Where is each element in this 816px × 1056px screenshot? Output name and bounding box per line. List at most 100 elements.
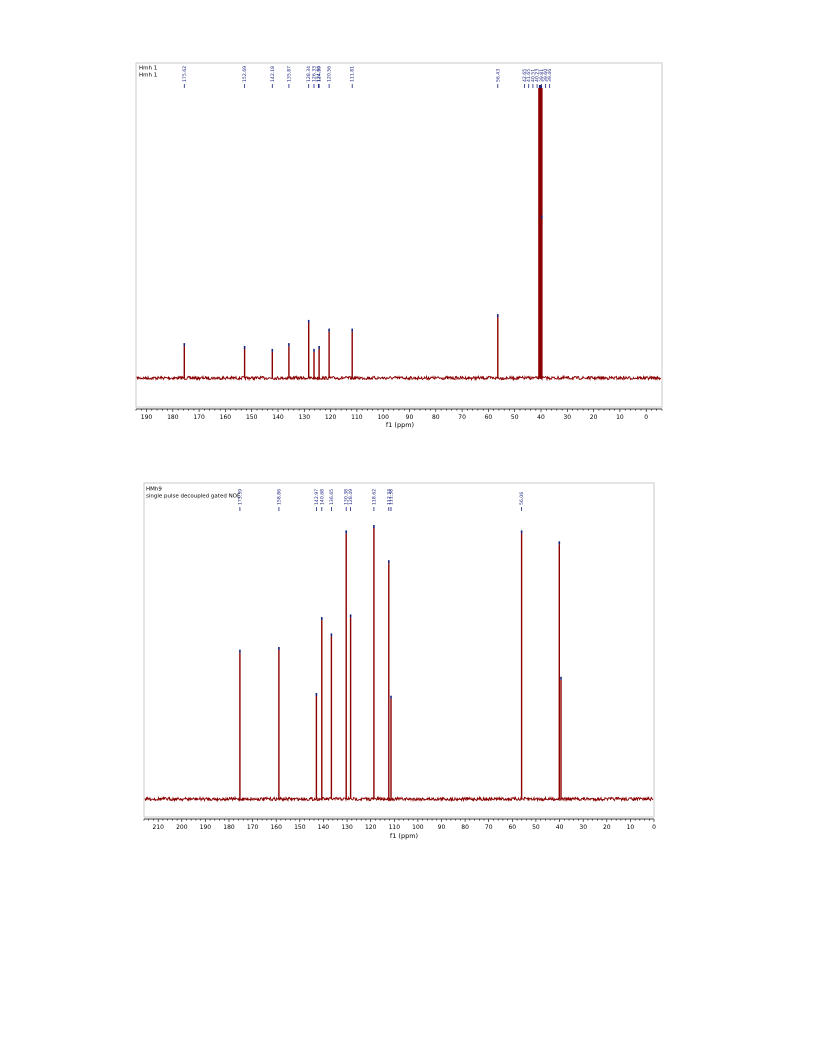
x-tick-label: 100 [412, 824, 424, 831]
peak-label: 152.69 [242, 66, 248, 82]
x-tick-label: 180 [167, 414, 179, 421]
peak-label: 175.62 [182, 66, 188, 82]
peak-label: 40.23 [535, 69, 541, 82]
peak-marker [307, 319, 310, 323]
peak-marker [239, 649, 241, 653]
peak-label: 111.38 [389, 489, 395, 505]
peak-marker [330, 633, 333, 637]
nmr-spectrum-1: Hmh 1 Hmh 1 175.62 152.69 142.18 135.87 128.… [135, 62, 663, 429]
baseline-noise [136, 374, 662, 382]
x-tick-label: 150 [246, 414, 258, 421]
x-tick-label: 110 [389, 824, 401, 831]
peak-label: 142.18 [270, 66, 276, 82]
x-tick-label: 30 [563, 414, 571, 421]
peak-marker [183, 343, 186, 347]
peak-label: 118.62 [371, 489, 377, 505]
peak-labels: 175.39 158.86 142.97 140.68 136.65 130.38 128.… [237, 489, 525, 511]
peak-marker [243, 346, 246, 349]
x-tick-label: 170 [247, 824, 259, 831]
x-tick-label: 50 [511, 414, 519, 421]
x-tick-label: 130 [299, 414, 311, 421]
peak-label: 140.68 [319, 489, 325, 505]
x-tick-label: 140 [318, 824, 330, 831]
x-tick-label: 0 [652, 824, 656, 831]
peak-label: 128.34 [306, 66, 312, 82]
spectrum-title: HMh9 [146, 487, 162, 493]
peak-label: 120.56 [327, 66, 333, 82]
peak-label: 111.81 [350, 66, 356, 82]
x-tick-label: 140 [272, 414, 284, 421]
x-tick-label: 40 [537, 414, 545, 421]
peak-label: 40.51 [530, 69, 536, 82]
spectrum-trace [136, 85, 662, 382]
x-tick-label: 150 [294, 824, 306, 831]
peak-label: 158.86 [276, 489, 282, 505]
peak-label: 124.39 [317, 66, 323, 82]
x-tick-label: 200 [176, 824, 188, 831]
peak-marker [373, 525, 375, 528]
x-axis: 190 180 170 160 150 140 130 120 110 100 90 80 70 60 50… [135, 408, 663, 421]
peak-marker [271, 348, 274, 352]
x-tick-label: 190 [200, 824, 212, 831]
x-tick-label: 110 [351, 414, 363, 421]
x-tick-label: 160 [220, 414, 232, 421]
x-tick-label: 120 [325, 414, 337, 421]
spectrum-subtitle: Hmh 1 [139, 73, 157, 79]
x-tick-label: 100 [377, 414, 389, 421]
x-tick-label: 130 [341, 824, 353, 831]
peak-marker [351, 328, 353, 332]
x-tick-label: 160 [270, 824, 282, 831]
spectrum-title: Hmh 1 [139, 66, 157, 72]
x-tick-label: 60 [508, 824, 516, 831]
x-tick-label: 40 [556, 824, 564, 831]
x-tick-label: 20 [603, 824, 611, 831]
peak-label: 56.06 [519, 492, 525, 505]
peak-label: 39.46 [547, 69, 553, 82]
peak-marker [278, 647, 280, 650]
x-axis-label: f1 (ppm) [386, 421, 414, 429]
peak-marker [540, 85, 542, 88]
peak-label: 136.65 [329, 489, 335, 505]
peak-marker [288, 343, 290, 347]
peak-label: 56.43 [495, 69, 501, 82]
spectrum-trace [144, 525, 654, 803]
x-tick-label: 120 [365, 824, 377, 831]
peak-marker [345, 530, 347, 534]
plot-frame [143, 482, 655, 818]
peak-label: 41.65 [526, 69, 532, 82]
x-tick-label: 80 [461, 824, 469, 831]
x-tick-label: 90 [406, 414, 414, 421]
x-tick-label: 90 [438, 824, 446, 831]
peak-label: 126.33 [312, 66, 318, 82]
x-tick-label: 190 [141, 414, 153, 421]
peak-marker [388, 560, 390, 564]
x-tick-label: 70 [458, 414, 466, 421]
peak-label: 124.64 [316, 66, 322, 82]
peak-label: 112.33 [386, 489, 392, 505]
peak-marker [328, 328, 330, 332]
plot-frame [135, 62, 663, 408]
x-tick-label: 10 [627, 824, 635, 831]
x-tick-label: 50 [532, 824, 540, 831]
x-tick-label: 180 [223, 824, 235, 831]
peak-label: 42.65 [522, 69, 528, 82]
x-tick-label: 10 [616, 414, 624, 421]
peak-marker [318, 346, 320, 349]
peak-marker [497, 314, 499, 318]
peak-marker [558, 541, 561, 545]
peak-marker [321, 617, 323, 621]
spectrum-subtitle: single pulse decoupled gated NOE [146, 494, 241, 500]
x-tick-label: 20 [590, 414, 598, 421]
x-tick-label: 70 [485, 824, 493, 831]
peak-label: 39.60 [543, 69, 549, 82]
peak-label: 39.81 [539, 69, 545, 82]
x-axis: 210 200 190 180 170 160 150 140 130 120 110 100 90 80… [143, 818, 656, 831]
baseline-noise [144, 795, 654, 803]
peak-marker [315, 693, 318, 696]
x-tick-label: 80 [432, 414, 440, 421]
x-tick-label: 60 [485, 414, 493, 421]
x-tick-label: 30 [579, 824, 587, 831]
peak-label: 142.97 [314, 489, 320, 505]
peak-marker [390, 695, 392, 699]
